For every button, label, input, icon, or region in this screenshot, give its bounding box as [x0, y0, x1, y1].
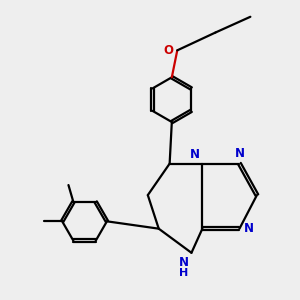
Text: N: N: [190, 148, 200, 161]
Text: N: N: [235, 146, 244, 160]
Text: H: H: [179, 268, 189, 278]
Text: N: N: [244, 222, 254, 235]
Text: N: N: [179, 256, 189, 268]
Text: O: O: [163, 44, 173, 57]
